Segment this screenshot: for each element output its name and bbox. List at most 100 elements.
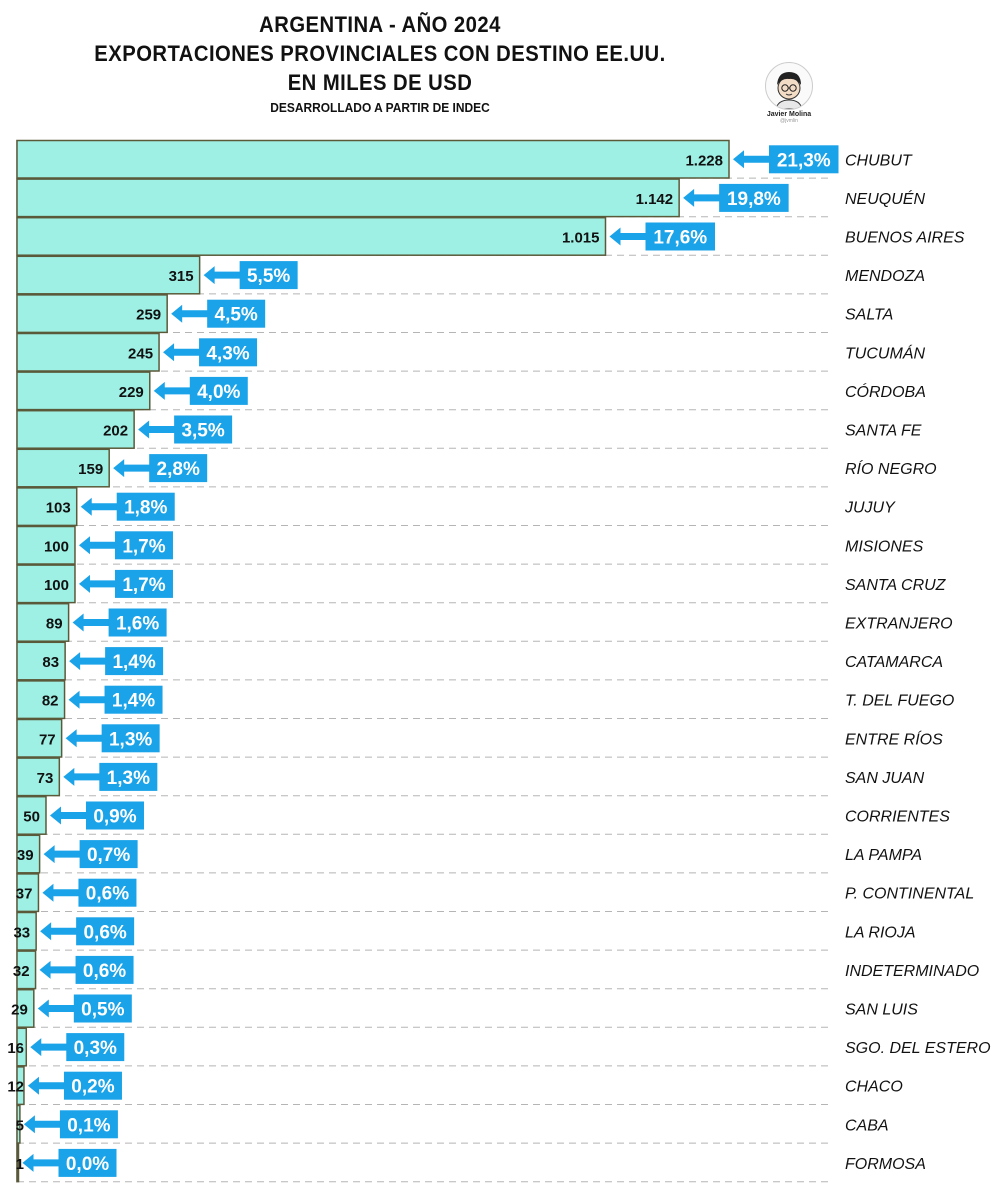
author-badge: Javier Molina @jvmlin xyxy=(756,62,822,124)
share-label-buenos-aires: 17,6% xyxy=(653,228,707,249)
bar-mendoza[interactable] xyxy=(16,255,201,295)
share-badge-p-continental xyxy=(78,878,137,907)
share-label-jujuy: 1,8% xyxy=(124,498,167,519)
bar-buenos-aires[interactable] xyxy=(16,216,607,256)
value-label-chubut: 1.228 xyxy=(685,152,723,169)
share-label-sgo-del-estero: 0,3% xyxy=(74,1038,117,1059)
share-label-caba: 0,1% xyxy=(67,1115,110,1136)
bar-jujuy[interactable] xyxy=(16,487,78,527)
arrow-icon-rio-negro xyxy=(113,459,154,478)
chart-title-line-3: EN MILES DE USD xyxy=(287,70,473,95)
category-label-neuquen: NEUQUÉN xyxy=(845,189,925,208)
bar-santa-cruz[interactable] xyxy=(16,564,76,604)
bar-santa-fe[interactable] xyxy=(16,409,135,449)
bar-chubut[interactable] xyxy=(16,139,730,179)
bar-salta[interactable] xyxy=(16,294,168,334)
bar-la-rioja[interactable] xyxy=(16,911,37,951)
category-label-chaco: CHACO xyxy=(845,1079,903,1096)
value-label-mendoza: 315 xyxy=(169,268,194,285)
share-label-san-juan: 1,3% xyxy=(107,768,150,789)
share-label-santa-fe: 3,5% xyxy=(181,421,224,442)
bar-entre-rios[interactable] xyxy=(16,718,63,758)
share-badge-catamarca xyxy=(105,647,164,676)
arrow-icon-indeterminado xyxy=(39,960,80,979)
chart-title-block: ARGENTINA - AÑO 2024 EXPORTACIONES PROVI… xyxy=(0,10,760,117)
share-label-extranjero: 1,6% xyxy=(116,614,159,635)
bar-rio-negro[interactable] xyxy=(16,448,110,488)
category-label-chubut: CHUBUT xyxy=(845,152,913,169)
value-label-la-rioja: 33 xyxy=(13,924,30,941)
share-badge-chubut xyxy=(769,145,839,174)
bar-sgo-del-estero[interactable] xyxy=(16,1027,28,1067)
category-label-cordoba: CÓRDOBA xyxy=(845,382,926,401)
bar-san-juan[interactable] xyxy=(16,757,61,797)
arrow-icon-jujuy xyxy=(80,497,121,516)
bar-tucuman[interactable] xyxy=(16,332,160,372)
value-label-san-juan: 73 xyxy=(37,770,54,787)
arrow-icon-chaco xyxy=(27,1076,68,1095)
bar-indeterminado[interactable] xyxy=(16,950,37,990)
arrow-icon-la-rioja xyxy=(40,922,81,941)
bar-cordoba[interactable] xyxy=(16,371,151,411)
arrow-icon-chubut xyxy=(733,150,773,169)
arrow-icon-san-luis xyxy=(37,999,78,1018)
bar-la-pampa[interactable] xyxy=(16,834,41,874)
share-badge-neuquen xyxy=(719,183,789,212)
bar-san-luis[interactable] xyxy=(16,988,35,1028)
value-label-tucuman: 245 xyxy=(128,345,153,362)
bar-extranjero[interactable] xyxy=(16,602,70,642)
share-badge-caba xyxy=(59,1110,118,1139)
category-label-entre-rios: ENTRE RÍOS xyxy=(845,729,943,748)
arrow-icon-extranjero xyxy=(72,613,113,632)
share-badge-jujuy xyxy=(116,492,175,521)
value-label-indeterminado: 32 xyxy=(13,963,30,980)
bar-corrientes[interactable] xyxy=(16,795,47,835)
value-label-formosa: 1 xyxy=(16,1156,24,1173)
category-label-tucuman: TUCUMÁN xyxy=(845,343,925,362)
bar-catamarca[interactable] xyxy=(16,641,66,681)
value-label-corrientes: 50 xyxy=(23,809,40,826)
share-label-chaco: 0,2% xyxy=(71,1077,114,1098)
share-badge-mendoza xyxy=(239,261,298,290)
share-badge-san-luis xyxy=(73,994,132,1023)
category-label-salta: SALTA xyxy=(845,307,893,324)
arrow-icon-buenos-aires xyxy=(609,227,650,246)
value-label-chaco: 12 xyxy=(7,1079,24,1096)
arrow-icon-salta xyxy=(171,304,212,323)
category-label-misiones: MISIONES xyxy=(845,538,924,555)
bar-formosa[interactable] xyxy=(16,1143,20,1183)
share-label-entre-rios: 1,3% xyxy=(109,729,152,750)
value-label-t-del-fuego: 82 xyxy=(42,693,59,710)
category-label-la-pampa: LA PAMPA xyxy=(845,847,922,864)
value-label-extranjero: 89 xyxy=(46,616,63,633)
arrow-icon-misiones xyxy=(78,536,119,555)
bar-caba[interactable] xyxy=(16,1104,21,1144)
share-badge-sgo-del-estero xyxy=(66,1033,125,1062)
category-label-buenos-aires: BUENOS AIRES xyxy=(845,230,965,247)
bar-neuquen[interactable] xyxy=(16,178,680,218)
value-label-salta: 259 xyxy=(136,307,161,324)
category-label-san-juan: SAN JUAN xyxy=(845,770,925,787)
chart-title-line-2: EXPORTACIONES PROVINCIALES CON DESTINO E… xyxy=(94,41,666,66)
bar-t-del-fuego[interactable] xyxy=(16,680,66,720)
category-label-corrientes: CORRIENTES xyxy=(845,809,950,826)
share-badge-san-juan xyxy=(99,762,158,791)
share-label-chubut: 21,3% xyxy=(777,150,831,171)
share-badge-la-rioja xyxy=(76,917,135,946)
bar-misiones[interactable] xyxy=(16,525,76,565)
arrow-icon-caba xyxy=(23,1115,64,1134)
arrow-icon-mendoza xyxy=(203,266,244,285)
arrow-icon-tucuman xyxy=(163,343,204,362)
bar-p-continental[interactable] xyxy=(16,873,40,913)
share-label-formosa: 0,0% xyxy=(66,1154,109,1175)
value-label-la-pampa: 39 xyxy=(17,847,34,864)
share-label-misiones: 1,7% xyxy=(122,536,165,557)
share-label-rio-negro: 2,8% xyxy=(157,459,200,480)
share-label-t-del-fuego: 1,4% xyxy=(112,691,155,712)
arrow-icon-formosa xyxy=(22,1153,63,1172)
arrow-icon-cordoba xyxy=(153,381,194,400)
bar-chaco[interactable] xyxy=(16,1066,25,1106)
share-label-neuquen: 19,8% xyxy=(727,189,781,210)
share-badge-corrientes xyxy=(85,801,144,830)
